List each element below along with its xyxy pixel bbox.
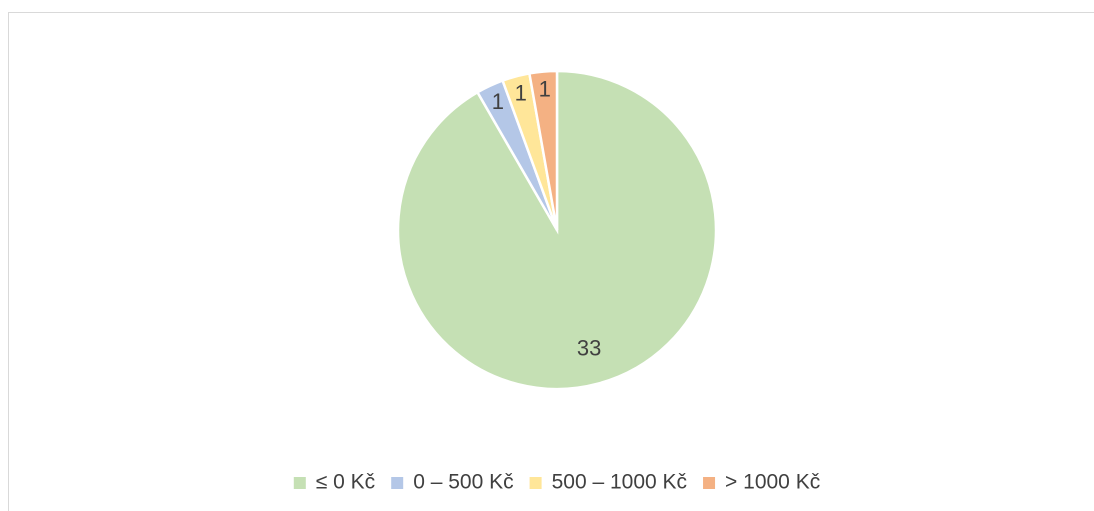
data-label: 1 xyxy=(539,76,551,101)
data-label: 1 xyxy=(492,89,504,114)
legend-label: ≤ 0 Kč xyxy=(316,471,375,494)
legend-label: 500 – 1000 Kč xyxy=(552,471,687,494)
data-label: 1 xyxy=(515,81,527,106)
legend-swatch xyxy=(703,477,716,489)
legend-swatch xyxy=(391,477,404,489)
legend-swatch xyxy=(293,477,306,489)
pie-slice xyxy=(527,69,559,231)
legend-label: 0 – 500 Kč xyxy=(413,471,513,494)
legend-label: > 1000 Kč xyxy=(725,471,820,494)
legend-swatch xyxy=(529,477,542,489)
data-label: 33 xyxy=(577,336,601,361)
